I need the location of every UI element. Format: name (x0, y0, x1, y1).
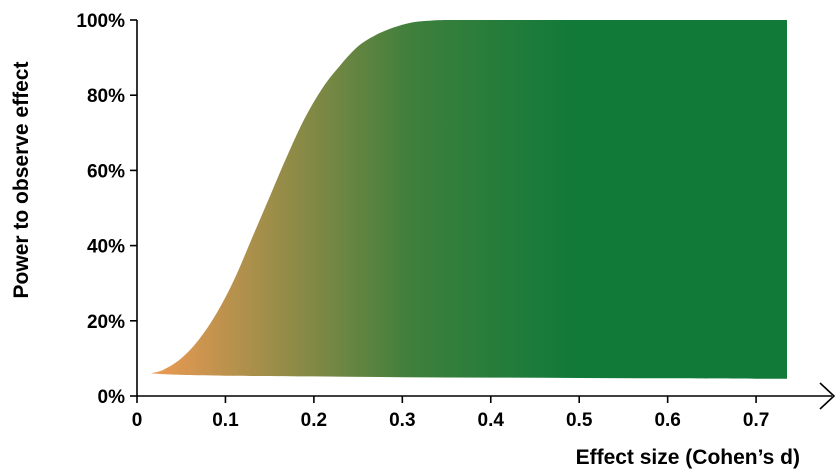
y-tick-label: 60% (87, 161, 125, 182)
x-tick-group: 0 0.1 0.2 0.3 0.4 0.5 0.6 0.7 (132, 396, 769, 431)
y-tick-label: 40% (87, 237, 125, 258)
power-area (150, 19, 788, 379)
x-tick-label: 0 (132, 410, 143, 431)
x-axis-arrow (819, 382, 836, 410)
x-tick-label: 0.5 (566, 410, 593, 431)
y-tick-group: 0% 20% 40% 60% 80% 100% (76, 11, 137, 408)
x-tick-label: 0.3 (389, 410, 415, 431)
y-tick-label: 0% (98, 387, 126, 408)
x-tick-label: 0.4 (478, 410, 505, 431)
x-tick-label: 0.7 (743, 410, 769, 431)
x-axis-title: Effect size (Cohen’s d) (576, 446, 800, 469)
x-tick-label: 0.1 (212, 410, 239, 431)
y-axis-title: Power to observe effect (10, 62, 33, 299)
x-tick-label: 0.6 (654, 410, 680, 431)
y-tick-label: 100% (76, 11, 125, 32)
y-tick-label: 20% (87, 312, 125, 333)
y-tick-label: 80% (87, 86, 125, 107)
x-tick-label: 0.2 (301, 410, 327, 431)
